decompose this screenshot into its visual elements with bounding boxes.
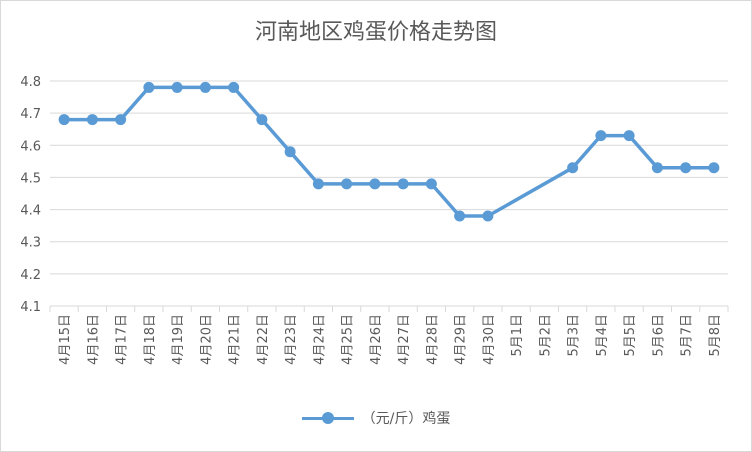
- chart-title: 河南地区鸡蛋价格走势图: [254, 20, 497, 45]
- x-tick-label: 5月5日: [623, 314, 638, 357]
- x-tick-label: 5月6日: [651, 314, 666, 357]
- y-tick-label: 4.2: [20, 268, 41, 283]
- y-tick-label: 4.6: [20, 139, 41, 154]
- y-tick-label: 4.7: [20, 107, 41, 122]
- x-tick-label: 4月24日: [312, 314, 327, 365]
- data-point: [86, 114, 98, 126]
- series-line: [64, 85, 714, 218]
- data-point: [425, 178, 437, 190]
- x-tick-label: 5月4日: [595, 314, 610, 357]
- data-point: [171, 81, 183, 93]
- x-tick-label: 4月29日: [454, 314, 469, 365]
- data-point: [284, 146, 296, 158]
- legend-swatch: [301, 412, 354, 424]
- x-tick-label: 5月8日: [708, 314, 723, 357]
- chart-legend: （元/斤）鸡蛋: [0, 408, 752, 428]
- data-point: [312, 178, 324, 190]
- x-tick-label: 4月23日: [284, 314, 299, 365]
- data-point: [115, 114, 127, 126]
- y-tick-label: 4.8: [20, 75, 41, 90]
- data-point: [595, 130, 607, 142]
- x-tick-label: 4月26日: [369, 314, 384, 365]
- y-tick-label: 4.1: [20, 300, 41, 315]
- data-point: [256, 114, 268, 126]
- x-tick-label: 4月27日: [397, 314, 412, 365]
- x-tick-label: 5月2日: [538, 314, 553, 357]
- data-point: [199, 81, 211, 93]
- data-point: [397, 178, 409, 190]
- data-point: [623, 130, 635, 142]
- x-tick-label: 4月16日: [86, 314, 101, 365]
- y-tick-label: 4.5: [20, 171, 41, 186]
- data-point: [143, 81, 155, 93]
- x-tick-label: 5月3日: [567, 314, 582, 357]
- x-tick-label: 4月30日: [482, 314, 497, 365]
- legend-label: （元/斤）鸡蛋: [361, 411, 451, 427]
- data-point: [454, 210, 466, 222]
- data-point: [58, 114, 70, 126]
- data-point: [341, 178, 353, 190]
- data-point: [567, 162, 579, 174]
- x-tick-label: 4月17日: [115, 314, 130, 365]
- x-tick-label: 5月1日: [510, 314, 525, 357]
- x-tick-label: 4月25日: [341, 314, 356, 365]
- x-tick-label: 4月22日: [256, 314, 271, 365]
- x-tick-label: 4月20日: [199, 314, 214, 365]
- x-tick-label: 4月15日: [58, 314, 73, 365]
- x-tick-label: 4月18日: [143, 314, 158, 365]
- x-tick-label: 5月7日: [680, 314, 695, 357]
- data-point: [651, 162, 663, 174]
- y-tick-label: 4.3: [20, 236, 41, 251]
- x-tick-label: 4月21日: [228, 314, 243, 365]
- x-tick-label: 4月19日: [171, 314, 186, 365]
- data-point: [228, 81, 240, 93]
- x-tick-label: 4月28日: [425, 314, 440, 365]
- data-point: [369, 178, 381, 190]
- data-point: [708, 162, 720, 174]
- data-point: [482, 210, 494, 222]
- y-tick-label: 4.4: [20, 204, 41, 219]
- data-point: [680, 162, 692, 174]
